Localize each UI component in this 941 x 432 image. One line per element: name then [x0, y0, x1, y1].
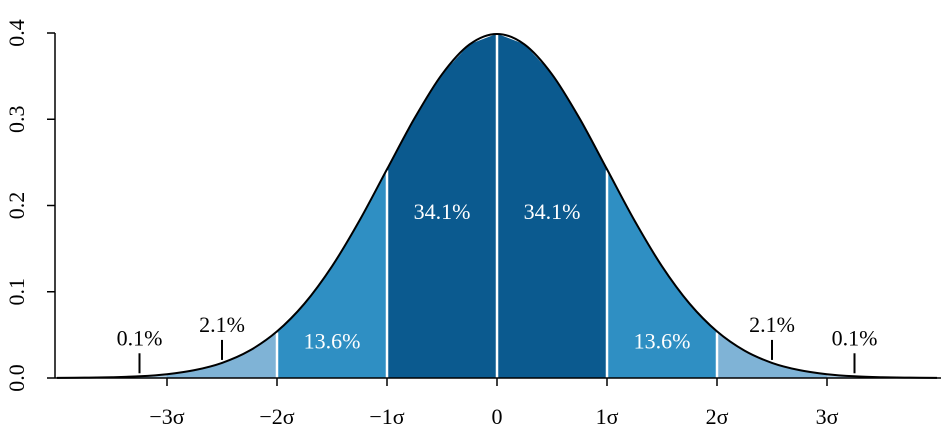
x-tick-label: −2σ	[259, 404, 294, 429]
region-label: 2.1%	[749, 312, 795, 337]
x-tick-label: −1σ	[369, 404, 404, 429]
y-tick-label: 0.0	[4, 364, 29, 392]
x-tick-label: 0	[492, 404, 503, 429]
x-tick-label: −3σ	[149, 404, 184, 429]
y-tick-label: 0.3	[4, 106, 29, 134]
x-tick-label: 1σ	[596, 404, 619, 429]
region-label: 13.6%	[634, 329, 691, 354]
region-label: 34.1%	[414, 199, 471, 224]
y-tick-label: 0.4	[4, 19, 29, 47]
region-label: 2.1%	[199, 312, 245, 337]
region-label: 0.1%	[117, 325, 163, 350]
y-tick-label: 0.1	[4, 278, 29, 306]
region-label: 0.1%	[832, 325, 878, 350]
region-label: 34.1%	[524, 199, 581, 224]
y-tick-label: 0.2	[4, 192, 29, 220]
x-tick-label: 3σ	[816, 404, 839, 429]
region-label: 13.6%	[304, 329, 361, 354]
density-curve	[56, 32, 938, 379]
x-tick-label: 2σ	[706, 404, 729, 429]
